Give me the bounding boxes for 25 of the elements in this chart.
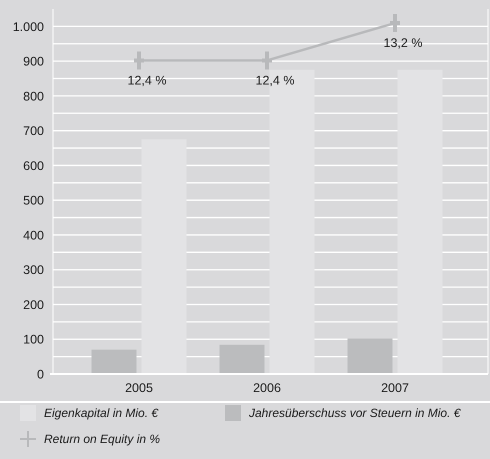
y-tick-label: 1.000 (12, 20, 44, 34)
y-tick-label: 900 (23, 54, 44, 69)
y-tick-label: 300 (23, 263, 44, 278)
bar (142, 139, 186, 374)
data-label: 12,4 % (128, 73, 166, 88)
y-tick-label: 200 (23, 298, 44, 312)
legend-label: Eigenkapital in Mio. € (44, 406, 160, 420)
legend-label: Jahresüberschuss vor Steuern in Mio. € (248, 406, 462, 420)
y-tick-label: 600 (23, 158, 44, 173)
x-tick-label: 2007 (381, 381, 409, 395)
x-tick-label: 2005 (125, 381, 153, 395)
y-tick-label: 100 (23, 332, 44, 347)
y-tick-label: 400 (23, 228, 44, 242)
y-tick-label: 700 (23, 124, 44, 138)
y-tick-label: 0 (37, 367, 44, 382)
y-tick-label: 500 (23, 194, 44, 208)
x-tick-label: 2006 (253, 381, 281, 395)
bar (398, 70, 442, 374)
bar (348, 338, 392, 374)
data-label: 12,4 % (256, 73, 294, 88)
data-label: 13,2 % (384, 36, 422, 50)
bar (92, 350, 136, 374)
legend-label: Return on Equity in % (44, 432, 160, 446)
bar (220, 344, 264, 374)
y-tick-label: 800 (23, 89, 44, 104)
